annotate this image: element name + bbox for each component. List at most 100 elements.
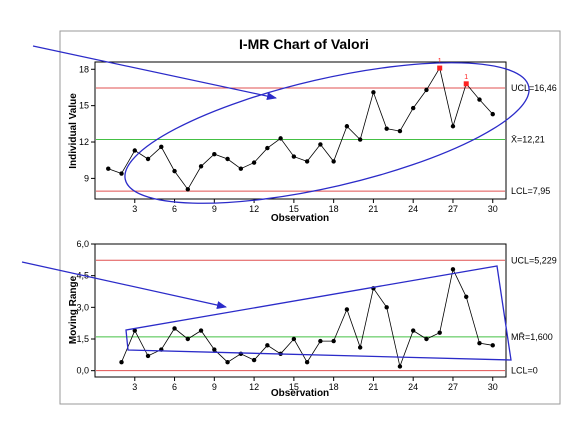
- individual-data-point: [304, 159, 310, 164]
- individual-plot-area: [94, 61, 507, 200]
- individual-y-axis-label: Individual Value: [68, 93, 79, 169]
- figure-frame: [59, 30, 561, 405]
- individual-data-point: [225, 156, 230, 162]
- chart-title: I-MR Chart of Valori: [239, 36, 369, 52]
- mr-plot-area: [94, 243, 507, 378]
- mr-data-point: [397, 364, 403, 369]
- mr-data-point: [212, 347, 217, 352]
- individual-ucl-label: UCL=16,46: [511, 83, 557, 93]
- individual-x-tick-label: 24: [408, 204, 418, 214]
- individual-x-tick-label: 9: [212, 204, 217, 214]
- individual-data-point: [344, 124, 350, 129]
- mr-annotation-shape: [125, 265, 512, 361]
- individual-data-point: [357, 137, 363, 142]
- mr-data-point: [318, 338, 323, 344]
- individual-out-of-control-label: 1: [438, 58, 442, 65]
- individual-data-point: [265, 145, 270, 151]
- mr-data-point: [410, 328, 416, 333]
- mr-data-point: [304, 360, 310, 365]
- mr-x-tick-label: 12: [249, 382, 259, 392]
- mr-y-tick-label: 6,0: [76, 239, 89, 249]
- mr-data-point: [238, 351, 244, 356]
- individual-data-point: [397, 128, 403, 134]
- individual-data-point: [238, 166, 244, 171]
- mr-data-point: [384, 305, 389, 310]
- mr-data-point: [450, 267, 456, 272]
- mr-data-point: [291, 336, 297, 342]
- individual-data-point: [278, 136, 283, 141]
- individual-x-tick-label: 21: [368, 204, 378, 214]
- individual-x-tick-label: 3: [132, 204, 137, 214]
- individual-series-line: [108, 67, 493, 191]
- mr-ucl-label: UCL=5,229: [511, 255, 557, 265]
- individual-x-axis-label: Observation: [271, 213, 329, 224]
- individual-data-point: [212, 151, 217, 157]
- individual-data-point: [384, 126, 389, 131]
- individual-center-label: X̄=12,21: [511, 134, 545, 144]
- mr-data-point: [490, 343, 495, 348]
- mr-y-tick-label: 3,0: [76, 302, 89, 312]
- individual-x-tick-label: 30: [488, 204, 498, 214]
- individual-data-point: [318, 142, 323, 147]
- mr-data-point: [424, 336, 429, 342]
- individual-y-tick-label: 9: [84, 173, 89, 183]
- individual-data-point: [410, 105, 416, 111]
- individual-data-point: [371, 90, 376, 95]
- mr-x-tick-label: 21: [368, 382, 378, 392]
- mr-x-axis-label: Observation: [271, 388, 329, 399]
- mr-data-point: [477, 341, 482, 346]
- individual-out-of-control-label: 1: [464, 74, 468, 81]
- individual-x-tick-label: 18: [329, 204, 339, 214]
- mr-data-point: [225, 360, 230, 365]
- individual-y-tick-label: 18: [79, 64, 89, 74]
- mr-data-point: [251, 357, 257, 363]
- mr-data-point: [331, 338, 336, 344]
- individual-x-tick-label: 12: [249, 204, 259, 214]
- individual-annotation-arrow: [32, 45, 277, 101]
- individual-data-point: [172, 168, 177, 174]
- individual-data-point: [291, 154, 297, 159]
- individual-data-point: [106, 166, 111, 171]
- mr-data-point: [464, 294, 469, 299]
- individual-data-point: [450, 124, 456, 129]
- annotations: [21, 45, 530, 361]
- mr-center-label: MR̄=1,600: [511, 332, 553, 342]
- individual-data-point: [132, 148, 137, 153]
- individual-y-tick-label: 12: [79, 137, 89, 147]
- mr-y-axis-label: Moving Range: [68, 275, 79, 344]
- individual-data-point: [185, 187, 191, 192]
- individual-chart-layer: 9 12 15 18 3 6 9 12 15 18 21 24 27 30 UCL=16,46 X̄=12,2…: [79, 58, 557, 214]
- mr-data-point: [172, 326, 177, 331]
- individual-x-tick-label: 15: [289, 204, 299, 214]
- mr-data-point: [344, 307, 350, 312]
- mr-x-tick-label: 18: [329, 382, 339, 392]
- individual-data-point: [198, 164, 204, 169]
- individual-data-point: [490, 111, 495, 117]
- mr-x-tick-label: 30: [488, 382, 498, 392]
- individual-data-point: [251, 160, 257, 165]
- individual-data-point: [477, 97, 482, 102]
- individual-out-of-control-point: [437, 65, 443, 71]
- individual-lcl-label: LCL=7,95: [511, 186, 550, 196]
- mr-x-tick-label: 27: [448, 382, 458, 392]
- individual-x-tick-label: 27: [448, 204, 458, 214]
- individual-data-point: [159, 144, 164, 150]
- individual-annotation-ellipse: [124, 62, 530, 204]
- mr-data-point: [145, 353, 151, 359]
- mr-x-tick-label: 9: [212, 382, 217, 392]
- mr-x-tick-label: 3: [132, 382, 137, 392]
- individual-x-tick-label: 6: [172, 204, 177, 214]
- individual-data-point: [424, 87, 429, 93]
- mr-data-point: [357, 345, 363, 350]
- individual-out-of-control-point: [463, 81, 469, 87]
- mr-data-point: [265, 343, 270, 348]
- individual-data-point: [331, 159, 336, 164]
- mr-x-tick-label: 6: [172, 382, 177, 392]
- mr-data-point: [132, 328, 137, 333]
- individual-data-point: [145, 156, 151, 162]
- mr-data-point: [437, 330, 442, 335]
- mr-data-point: [198, 328, 204, 333]
- mr-data-point: [185, 336, 191, 342]
